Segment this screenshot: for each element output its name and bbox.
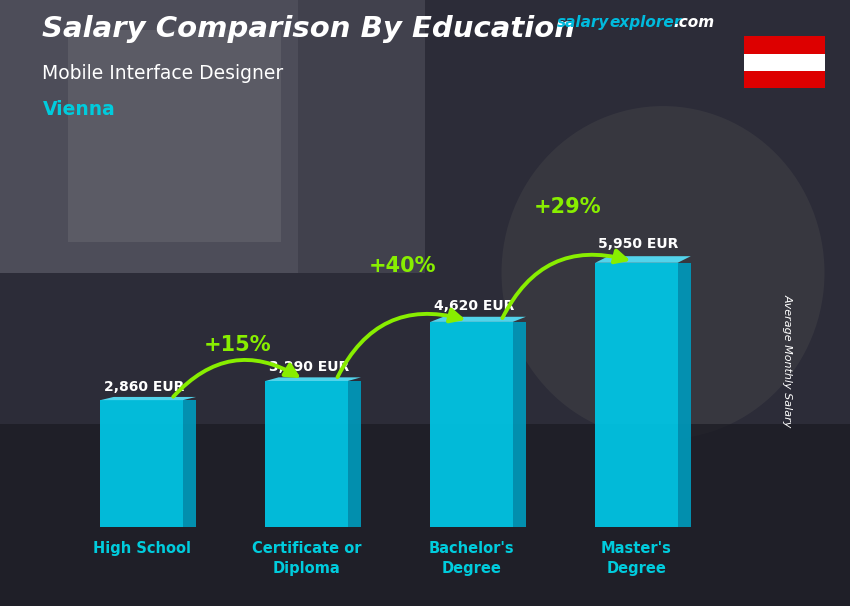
Polygon shape (430, 317, 526, 322)
Bar (744, 36, 824, 53)
Text: +29%: +29% (533, 196, 601, 216)
Text: +40%: +40% (369, 256, 436, 276)
Bar (68, 30, 280, 242)
Text: 4,620 EUR: 4,620 EUR (434, 299, 514, 313)
Ellipse shape (502, 106, 824, 439)
Bar (100, 400, 183, 527)
Text: .com: .com (673, 15, 714, 30)
Bar (744, 53, 824, 71)
Bar (265, 381, 348, 527)
Polygon shape (100, 397, 196, 400)
Bar (430, 322, 513, 527)
Polygon shape (348, 381, 361, 527)
Text: 2,860 EUR: 2,860 EUR (104, 381, 184, 395)
Polygon shape (595, 256, 691, 263)
Polygon shape (265, 378, 361, 381)
Text: +15%: +15% (203, 335, 271, 355)
Text: Average Monthly Salary: Average Monthly Salary (783, 294, 793, 427)
Bar (0, 0, 425, 273)
Text: Vienna: Vienna (42, 100, 116, 119)
Text: 3,290 EUR: 3,290 EUR (269, 361, 348, 375)
Polygon shape (183, 400, 196, 527)
Polygon shape (677, 263, 691, 527)
Text: salary: salary (557, 15, 609, 30)
Bar (0, 424, 850, 606)
Text: explorer: explorer (609, 15, 682, 30)
Polygon shape (513, 322, 526, 527)
Bar (0, 0, 298, 273)
Bar (595, 263, 677, 527)
Bar (744, 71, 824, 88)
Text: Mobile Interface Designer: Mobile Interface Designer (42, 64, 284, 82)
Text: 5,950 EUR: 5,950 EUR (598, 237, 679, 251)
Text: Salary Comparison By Education: Salary Comparison By Education (42, 15, 575, 43)
